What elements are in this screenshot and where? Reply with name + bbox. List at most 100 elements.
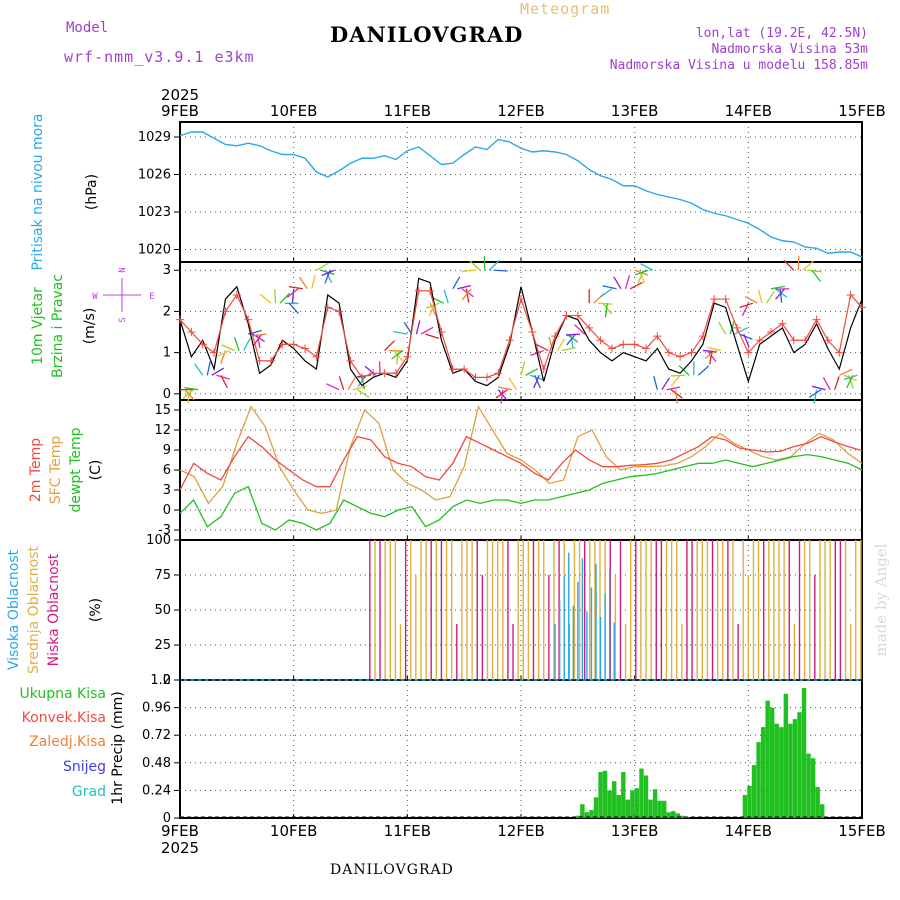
wind-arrow	[739, 302, 754, 309]
precip-bar	[801, 688, 807, 818]
wind-gust-marker	[596, 336, 605, 345]
wind-arrow	[573, 324, 586, 335]
pressure-unit: (hPa)	[84, 174, 100, 210]
precip-frozen-label: Zaledj.Kisa	[29, 734, 106, 750]
wind-arrow	[403, 321, 413, 335]
wind-gust-marker	[619, 340, 628, 349]
wind-arrow	[461, 269, 476, 273]
wind-arrow	[813, 389, 818, 404]
wind-gust-marker	[448, 365, 457, 374]
wind-gust-marker	[642, 344, 651, 353]
precip-bar	[797, 712, 802, 818]
wind-arrow	[384, 340, 395, 352]
wind-arrow	[216, 374, 231, 380]
wind-arrow	[843, 374, 858, 380]
wind-gust-marker	[551, 332, 560, 341]
wind-arrow	[469, 260, 481, 271]
wind-unit: (m/s)	[82, 308, 98, 345]
wind-gust-marker	[607, 344, 616, 353]
wind-arrow	[425, 302, 440, 309]
wind-gust-marker	[721, 295, 730, 304]
y-tick-label: 1	[163, 346, 171, 361]
date-tick-top: 11FEB	[384, 102, 431, 120]
precip-bar	[815, 786, 820, 818]
precip-bar	[788, 723, 793, 818]
wind-arrow	[184, 387, 199, 391]
wind-gust-marker	[562, 311, 571, 320]
wind-arrow	[252, 333, 267, 337]
wind-gust-marker	[653, 332, 662, 341]
precip-bar	[634, 788, 640, 818]
y-tick-label: 15	[154, 403, 171, 418]
precip-bar	[639, 768, 644, 818]
panel-cloud: 0 25 50 75 100	[146, 533, 863, 688]
wind-gust-marker	[403, 352, 412, 361]
temp2m-line	[179, 435, 863, 491]
wind-gust-marker	[357, 373, 366, 382]
wind-gust-marker	[187, 328, 196, 337]
wind-arrow	[525, 368, 539, 376]
wind-arrow	[520, 361, 526, 376]
wind-arrow	[529, 374, 544, 381]
wind-arrow	[338, 376, 345, 390]
date-tick-bottom: 14FEB	[725, 822, 772, 840]
lonlat-info: lon,lat (19.2E, 42.5N)	[695, 26, 868, 41]
precip-bar	[806, 753, 811, 818]
wind-arrow	[634, 269, 649, 276]
precip-bar	[747, 785, 752, 818]
precip-hail-label: Grad	[72, 784, 106, 800]
wind-arrow	[500, 389, 504, 404]
wind-arrow	[709, 350, 713, 365]
wind-gust-marker	[323, 303, 332, 312]
wind-gust-marker	[198, 340, 207, 349]
y-tick-label: 6	[163, 463, 171, 478]
date-tick-top: 13FEB	[611, 102, 658, 120]
wind-arrow	[415, 320, 421, 335]
y-tick-label: 25	[154, 638, 171, 653]
wind-arrow	[396, 350, 399, 365]
wind-gust-marker	[767, 328, 776, 337]
precip-bar	[820, 804, 825, 818]
y-tick-label: 1.2	[150, 673, 171, 688]
wind-gust-marker	[573, 311, 582, 320]
wind-arrow	[570, 333, 574, 349]
wind-arrow	[734, 327, 748, 335]
wind-arrow	[783, 259, 795, 271]
wind-arrow	[194, 363, 204, 376]
wind-arrow	[498, 386, 513, 391]
precip-bar	[630, 790, 635, 818]
y-tick-label: 1026	[138, 168, 171, 183]
wind-arrow	[393, 331, 408, 335]
cloud-bars	[180, 540, 862, 681]
wind-arrow	[653, 376, 659, 390]
precip-bar	[675, 813, 681, 818]
wind-arrow	[347, 377, 356, 391]
wind-gust-marker	[176, 315, 184, 324]
wind-gust-marker	[585, 323, 594, 332]
wind-arrow	[216, 349, 231, 357]
compass-e: E	[149, 292, 154, 302]
wind-arrow	[233, 337, 240, 351]
wind-arrow	[678, 365, 690, 376]
wind-gust-marker	[301, 344, 310, 353]
wind-arrow	[321, 269, 335, 277]
wind-arrow	[211, 367, 225, 376]
precip-bar	[621, 772, 626, 818]
wind-arrow	[206, 361, 211, 376]
sfc-temp-label: SFC Temp	[48, 436, 64, 505]
wind-arrow	[779, 288, 783, 303]
panel-precipitation: 0 0.24 0.48 0.72 0.96 1.2	[142, 673, 863, 826]
precip-bar	[779, 727, 784, 818]
wind-arrow	[495, 389, 508, 399]
precip-bar	[616, 795, 621, 818]
sfc-temp-line	[179, 404, 863, 515]
precip-bar	[765, 700, 770, 818]
credit-text: made by Angel	[872, 543, 890, 656]
precip-bar	[607, 790, 612, 818]
wind-arrow	[291, 288, 295, 303]
wind-arrow	[743, 333, 750, 348]
wind-gust-marker	[369, 369, 378, 378]
wind-arrow	[561, 347, 576, 352]
wind-arrow	[670, 374, 685, 377]
